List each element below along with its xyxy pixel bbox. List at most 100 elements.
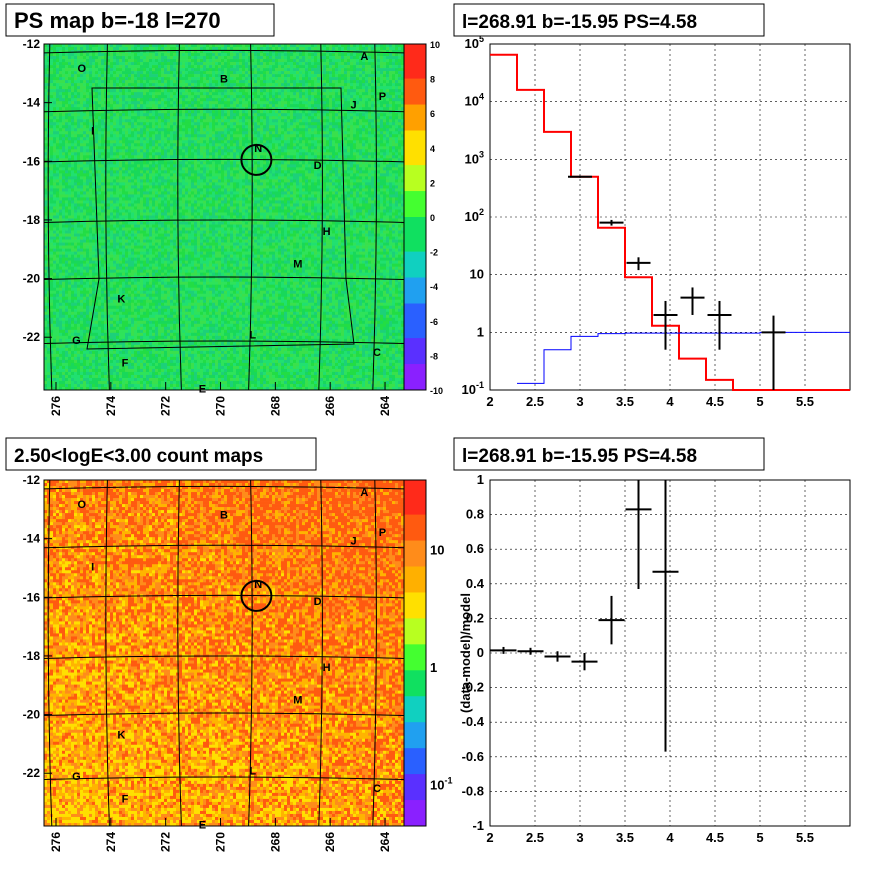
map-pixel <box>242 146 246 150</box>
map-pixel <box>284 89 288 93</box>
map-pixel <box>362 128 366 132</box>
map-pixel <box>119 101 123 105</box>
map-pixel <box>62 101 66 105</box>
map-pixel <box>395 146 399 150</box>
map-pixel <box>218 161 222 165</box>
map-pixel <box>152 53 156 57</box>
map-pixel <box>296 107 300 111</box>
map-pixel <box>164 134 168 138</box>
map-pixel <box>182 65 186 69</box>
map-pixel <box>197 128 201 132</box>
map-pixel <box>173 152 177 156</box>
map-pixel <box>371 146 375 150</box>
map-pixel <box>368 110 372 114</box>
map-pixel <box>83 161 87 165</box>
map-pixel <box>158 59 162 63</box>
map-pixel <box>197 149 201 153</box>
map-pixel <box>362 47 366 51</box>
map-pixel <box>71 119 75 123</box>
map-pixel <box>383 104 387 108</box>
map-pixel <box>383 101 387 105</box>
map-pixel <box>107 134 111 138</box>
map-pixel <box>227 122 231 126</box>
map-pixel <box>281 131 285 135</box>
map-pixel <box>125 59 129 63</box>
map-pixel <box>62 110 66 114</box>
map-pixel <box>380 164 384 168</box>
map-pixel <box>260 74 264 78</box>
map-pixel <box>293 65 297 69</box>
map-pixel <box>359 107 363 111</box>
map-pixel <box>134 125 138 129</box>
map-pixel <box>335 131 339 135</box>
map-pixel <box>281 47 285 51</box>
map-pixel <box>200 167 204 171</box>
map-pixel <box>182 167 186 171</box>
map-pixel <box>56 113 60 117</box>
map-pixel <box>395 161 399 165</box>
map-pixel <box>53 113 57 117</box>
map-pixel <box>359 71 363 75</box>
map-pixel <box>203 98 207 102</box>
map-pixel <box>47 59 51 63</box>
map-pixel <box>89 92 93 96</box>
map-pixel <box>275 155 279 159</box>
map-pixel <box>179 116 183 120</box>
map-pixel <box>77 167 81 171</box>
map-pixel <box>275 92 279 96</box>
map-pixel <box>353 71 357 75</box>
map-pixel <box>353 77 357 81</box>
map-pixel <box>386 74 390 78</box>
map-pixel <box>77 86 81 90</box>
map-pixel <box>371 149 375 153</box>
map-pixel <box>113 110 117 114</box>
map-pixel <box>113 131 117 135</box>
map-pixel <box>113 128 117 132</box>
map-pixel <box>401 56 405 60</box>
map-pixel <box>62 161 66 165</box>
map-pixel <box>98 164 102 168</box>
map-pixel <box>176 89 180 93</box>
map-pixel <box>59 47 63 51</box>
map-pixel <box>263 47 267 51</box>
map-pixel <box>107 131 111 135</box>
map-pixel <box>239 83 243 87</box>
map-pixel <box>212 119 216 123</box>
map-pixel <box>113 161 117 165</box>
map-pixel <box>65 158 69 162</box>
map-pixel <box>332 164 336 168</box>
map-pixel <box>302 98 306 102</box>
map-pixel <box>356 95 360 99</box>
map-pixel <box>287 47 291 51</box>
map-pixel <box>347 107 351 111</box>
map-pixel <box>179 131 183 135</box>
map-pixel <box>239 140 243 144</box>
map-pixel <box>275 77 279 81</box>
map-pixel <box>110 143 114 147</box>
map-pixel <box>218 71 222 75</box>
map-pixel <box>371 53 375 57</box>
map-pixel <box>401 116 405 120</box>
map-pixel <box>260 137 264 141</box>
map-pixel <box>212 47 216 51</box>
map-pixel <box>200 122 204 126</box>
map-pixel <box>290 128 294 132</box>
map-pixel <box>287 50 291 54</box>
map-pixel <box>326 101 330 105</box>
map-pixel <box>341 77 345 81</box>
map-pixel <box>137 98 141 102</box>
map-pixel <box>236 80 240 84</box>
map-pixel <box>335 83 339 87</box>
map-pixel <box>119 146 123 150</box>
map-pixel <box>275 161 279 165</box>
map-pixel <box>371 131 375 135</box>
map-pixel <box>308 125 312 129</box>
map-pixel <box>116 155 120 159</box>
map-pixel <box>188 95 192 99</box>
map-pixel <box>227 47 231 51</box>
map-pixel <box>305 131 309 135</box>
map-pixel <box>62 71 66 75</box>
map-pixel <box>221 161 225 165</box>
map-pixel <box>299 50 303 54</box>
map-pixel <box>182 125 186 129</box>
